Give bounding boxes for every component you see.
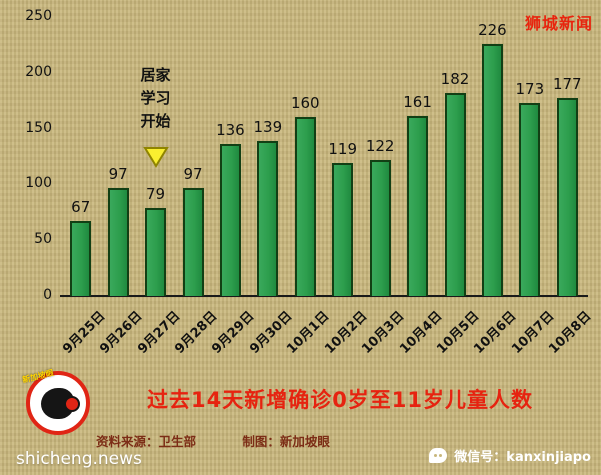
annotation-text: 居家 学习 开始	[140, 66, 171, 130]
bar	[332, 163, 354, 296]
bar-value-label: 67	[71, 198, 91, 217]
bar	[145, 207, 167, 296]
bar-value-label: 97	[108, 164, 128, 183]
brand-logo: 新加坡眼	[21, 368, 90, 435]
bar-value-label: 136	[216, 121, 245, 140]
bar-value-label: 182	[440, 69, 470, 88]
y-tick-label: 0	[43, 287, 52, 303]
y-tick-label: 200	[25, 63, 52, 80]
bar	[182, 187, 204, 296]
bar-value-label: 161	[403, 93, 432, 112]
bar-value-label: 177	[552, 75, 582, 94]
bar	[257, 140, 279, 296]
wechat-icon	[429, 448, 448, 463]
bar-value-label: 122	[365, 136, 395, 155]
bar	[294, 117, 316, 296]
bar-value-label: 97	[183, 164, 203, 183]
bar-value-label: 226	[478, 20, 507, 39]
watermark-text: 狮城新闻	[524, 14, 593, 33]
y-tick-label: 150	[25, 119, 52, 136]
down-triangle-icon	[142, 146, 169, 172]
x-axis-line	[60, 295, 588, 297]
y-tick-label: 50	[34, 231, 52, 248]
bar-value-label: 119	[328, 140, 358, 159]
source-line: 资料来源：卫生部 制图：新加坡眼	[96, 431, 330, 450]
source-label: 资料来源：卫生部	[96, 434, 197, 449]
logo-mascot-icon	[41, 388, 80, 419]
wechat-line: 微信号：kanxinjiapo	[429, 446, 591, 465]
y-tick-label: 100	[25, 175, 52, 192]
bar	[556, 98, 578, 296]
bar	[444, 92, 466, 296]
credit-label: 制图：新加坡眼	[242, 434, 330, 449]
bar	[107, 187, 129, 296]
bar	[519, 102, 541, 296]
website-label: shicheng.news	[16, 449, 142, 469]
bar	[407, 116, 429, 296]
bar-value-label: 173	[515, 79, 545, 98]
wechat-label: 微信号：kanxinjiapo	[454, 450, 591, 465]
bar	[481, 43, 503, 296]
bar-value-label: 139	[253, 117, 283, 136]
bar	[70, 221, 92, 296]
bar	[369, 159, 391, 296]
bar-value-label: 79	[146, 184, 166, 203]
y-tick-label: 250	[25, 8, 52, 24]
chart-title: 过去14天新增确诊0岁至11岁儿童人数	[146, 388, 534, 412]
bar	[219, 144, 241, 296]
bar-value-label: 160	[290, 94, 320, 113]
